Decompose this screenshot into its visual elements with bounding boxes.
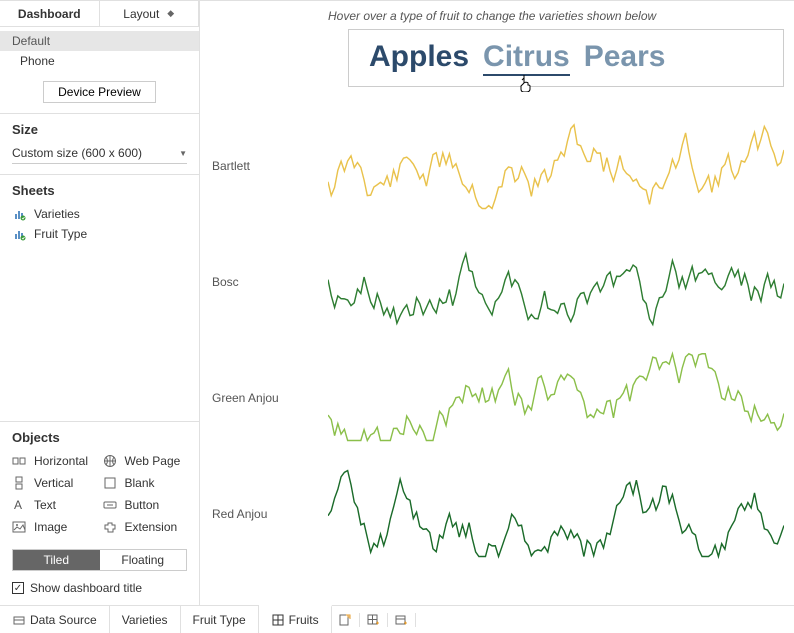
fruit-option-pears[interactable]: Pears [584,40,666,74]
fruit-option-citrus[interactable]: Citrus [483,40,570,76]
spark-chart-2 [328,345,784,451]
show-title-checkbox[interactable]: ✓ [12,582,24,594]
sheet-icon [12,227,26,241]
layout-caret-icon: ◆ [167,8,174,19]
spark-label-3: Red Anjou [208,507,328,521]
footer-tab-fruittype[interactable]: Fruit Type [181,606,259,633]
datasource-icon [12,613,26,627]
footer-tab-fruits[interactable]: Fruits [259,605,332,633]
spark-label-2: Green Anjou [208,391,328,405]
sheet-icon [12,207,26,221]
layout-floating[interactable]: Floating [100,550,187,570]
spark-label-0: Bartlett [208,159,328,173]
text-icon: A [12,498,26,512]
spark-chart-0 [328,113,784,219]
fruit-option-apples[interactable]: Apples [369,40,469,74]
fruit-selector: Apples Citrus Pears [348,29,784,87]
new-story-button[interactable] [388,613,416,627]
object-vertical[interactable]: Vertical [12,473,97,493]
device-preview-button[interactable]: Device Preview [43,81,156,103]
size-value: Custom size (600 x 600) [12,146,142,160]
sidebar-tab-layout[interactable]: Layout ◆ [100,1,200,26]
object-text[interactable]: AText [12,495,97,515]
object-button[interactable]: Button [103,495,188,515]
dropdown-caret-icon: ▼ [179,149,187,158]
svg-text:A: A [14,498,22,512]
show-title-label: Show dashboard title [30,581,142,595]
sheet-item-1[interactable]: Fruit Type [12,224,187,244]
horizontal-icon [12,454,26,468]
sidebar-tab-layout-label: Layout [123,7,159,21]
size-title: Size [12,122,187,137]
sidebar-tab-dashboard[interactable]: Dashboard [0,1,100,26]
object-extension[interactable]: Extension [103,517,188,537]
object-horizontal[interactable]: Horizontal [12,451,97,471]
image-icon [12,520,26,534]
sheet-item-0[interactable]: Varieties [12,204,187,224]
pointer-cursor-icon [518,74,534,92]
object-web-page[interactable]: Web Page [103,451,188,471]
object-blank[interactable]: Blank [103,473,188,493]
device-default[interactable]: Default [0,31,199,51]
web-page-icon [103,454,117,468]
extension-icon [103,520,117,534]
device-phone[interactable]: Phone [0,51,199,71]
blank-icon [103,476,117,490]
spark-chart-1 [328,229,784,335]
footer-tab-varieties[interactable]: Varieties [110,606,181,633]
footer-tab-datasource[interactable]: Data Source [0,606,110,633]
layout-tiled[interactable]: Tiled [13,550,100,570]
hover-instruction: Hover over a type of fruit to change the… [328,9,784,23]
spark-label-1: Bosc [208,275,328,289]
objects-title: Objects [12,430,187,445]
dashboard-icon [271,613,285,627]
new-worksheet-button[interactable] [332,613,360,627]
button-icon [103,498,117,512]
new-dashboard-button[interactable] [360,613,388,627]
spark-chart-3 [328,461,784,567]
size-select[interactable]: Custom size (600 x 600) ▼ [12,143,187,164]
object-image[interactable]: Image [12,517,97,537]
sheets-title: Sheets [12,183,187,198]
vertical-icon [12,476,26,490]
